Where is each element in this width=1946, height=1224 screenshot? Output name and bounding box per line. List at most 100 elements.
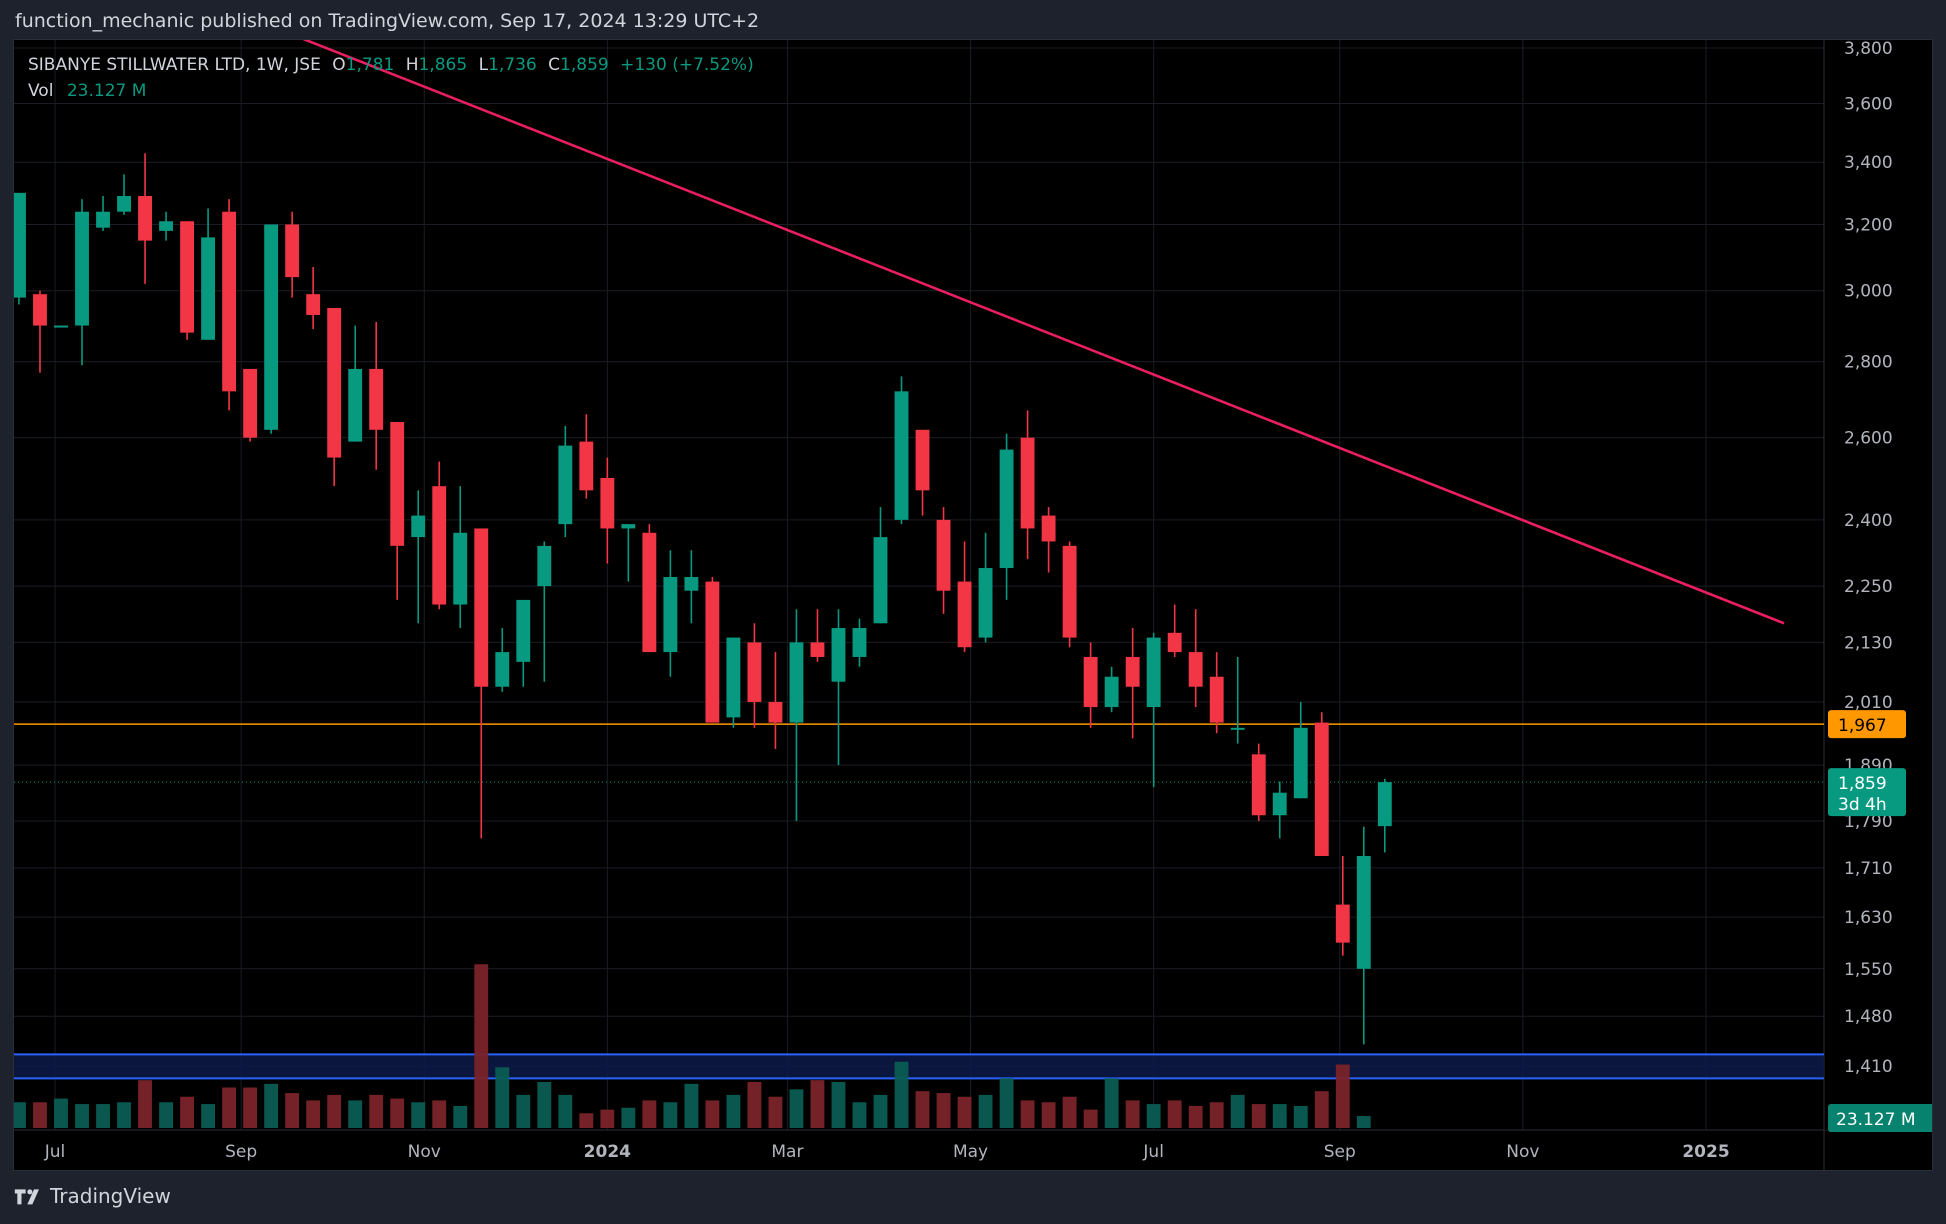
candle-body bbox=[411, 515, 426, 538]
candle-body bbox=[726, 637, 741, 718]
volume-bar bbox=[348, 1100, 363, 1128]
volume-bar bbox=[852, 1102, 867, 1128]
volume-bar bbox=[1104, 1078, 1119, 1128]
volume-bar bbox=[558, 1094, 573, 1128]
volume-bar bbox=[789, 1089, 804, 1128]
chart-pane[interactable]: 3,800 3,600 3,400 3,200 3,000 2,800 2,600 2,400… bbox=[13, 39, 1933, 1171]
candle-body bbox=[54, 325, 68, 328]
candle-body bbox=[1041, 515, 1056, 542]
candle-body bbox=[390, 421, 405, 546]
volume-bar bbox=[684, 1083, 699, 1128]
time-tick-label: 2024 bbox=[584, 1142, 631, 1162]
candle-body bbox=[117, 195, 131, 212]
price-tick-label: 2,600 bbox=[1844, 429, 1893, 449]
time-tick-label: Nov bbox=[1506, 1142, 1539, 1162]
time-tick-label: Nov bbox=[408, 1142, 441, 1162]
low-value: 1,736 bbox=[488, 55, 537, 75]
volume-bar bbox=[516, 1094, 531, 1128]
volume-bar bbox=[1041, 1102, 1056, 1128]
volume-bar bbox=[537, 1082, 552, 1128]
volume-bar bbox=[642, 1100, 657, 1128]
volume-bar bbox=[1188, 1105, 1203, 1128]
series-legend: SIBANYE STILLWATER LTD, 1W, JSE O1,781 H… bbox=[28, 52, 754, 104]
volume-bar bbox=[1083, 1109, 1098, 1128]
low-label: L bbox=[478, 55, 489, 75]
candle-body bbox=[75, 211, 89, 326]
candle-body bbox=[579, 441, 594, 491]
tradingview-brand[interactable]: TradingView bbox=[14, 1184, 171, 1208]
current-price-label: 1,859 bbox=[1838, 774, 1887, 794]
candle-body bbox=[474, 528, 489, 687]
high-label: H bbox=[405, 55, 419, 75]
candle-body bbox=[516, 599, 531, 662]
candlestick-chart[interactable]: 3,800 3,600 3,400 3,200 3,000 2,800 2,600 2,400… bbox=[14, 40, 1932, 1170]
volume-bar bbox=[201, 1104, 216, 1128]
candle-body bbox=[684, 577, 699, 591]
candle-body bbox=[96, 211, 110, 228]
volume-bar bbox=[621, 1107, 636, 1128]
candle-body bbox=[957, 581, 972, 648]
candle-body bbox=[432, 486, 447, 605]
volume-bar bbox=[96, 1104, 110, 1128]
volume-bar bbox=[873, 1094, 888, 1128]
open-label: O bbox=[332, 55, 346, 75]
volume-bar bbox=[327, 1094, 342, 1128]
price-tick-label: 2,400 bbox=[1844, 511, 1893, 531]
volume-bar bbox=[138, 1080, 152, 1128]
candle-body bbox=[1377, 782, 1392, 827]
candle-body bbox=[663, 577, 678, 653]
candle-body bbox=[201, 237, 216, 340]
tradingview-logo-icon bbox=[14, 1189, 39, 1205]
candle-body bbox=[222, 211, 237, 392]
candle-body bbox=[621, 524, 636, 529]
candle-body bbox=[1188, 652, 1203, 687]
candle-body bbox=[453, 532, 468, 605]
volume-bar bbox=[579, 1113, 594, 1128]
volume-bar bbox=[768, 1096, 783, 1128]
volume-bar bbox=[810, 1080, 825, 1128]
candle-body bbox=[306, 294, 321, 315]
candle-body bbox=[264, 224, 279, 430]
price-tick-label: 1,410 bbox=[1844, 1057, 1893, 1077]
volume-bar bbox=[474, 964, 489, 1128]
volume-bar bbox=[1167, 1100, 1182, 1128]
volume-bar bbox=[1146, 1104, 1161, 1128]
time-tick-label: Jul bbox=[1142, 1142, 1164, 1162]
candle-body bbox=[180, 221, 195, 333]
candle-body bbox=[894, 391, 909, 520]
price-tick-label: 1,710 bbox=[1844, 859, 1893, 879]
candle-body bbox=[642, 532, 657, 653]
volume-bar bbox=[75, 1104, 89, 1128]
open-value: 1,781 bbox=[345, 55, 395, 75]
volume-bar bbox=[495, 1067, 510, 1128]
volume-bar bbox=[390, 1098, 405, 1128]
price-tick-label: 1,550 bbox=[1844, 960, 1893, 980]
symbol-label: SIBANYE STILLWATER LTD, 1W, JSE bbox=[28, 55, 321, 75]
volume-bar bbox=[1293, 1105, 1308, 1128]
candle-body bbox=[831, 628, 846, 682]
candle-body bbox=[14, 192, 26, 298]
candle-body bbox=[1356, 855, 1371, 969]
candle-body bbox=[936, 519, 951, 591]
volume-value: 23.127 M bbox=[66, 81, 147, 101]
hline-price-tag bbox=[1828, 710, 1906, 739]
candle-body bbox=[1020, 437, 1035, 529]
volume-bar bbox=[1125, 1100, 1140, 1128]
volume-bar bbox=[222, 1087, 237, 1128]
candle-body bbox=[1251, 754, 1266, 816]
hline-price-label: 1,967 bbox=[1838, 716, 1887, 736]
volume-bar bbox=[747, 1082, 762, 1128]
volume-bar bbox=[159, 1102, 174, 1128]
volume-bar bbox=[915, 1091, 930, 1128]
candle-body bbox=[1314, 722, 1329, 856]
close-value: 1,859 bbox=[560, 55, 609, 75]
time-tick-label: Jul bbox=[44, 1142, 66, 1162]
candle-body bbox=[1167, 632, 1182, 653]
price-tick-label: 1,790 bbox=[1844, 812, 1893, 832]
candle-body bbox=[999, 449, 1014, 569]
candle-body bbox=[159, 221, 174, 231]
volume-bar bbox=[180, 1096, 195, 1128]
volume-bar bbox=[54, 1098, 68, 1128]
close-label: C bbox=[548, 55, 561, 75]
price-tick-label: 1,480 bbox=[1844, 1007, 1893, 1027]
